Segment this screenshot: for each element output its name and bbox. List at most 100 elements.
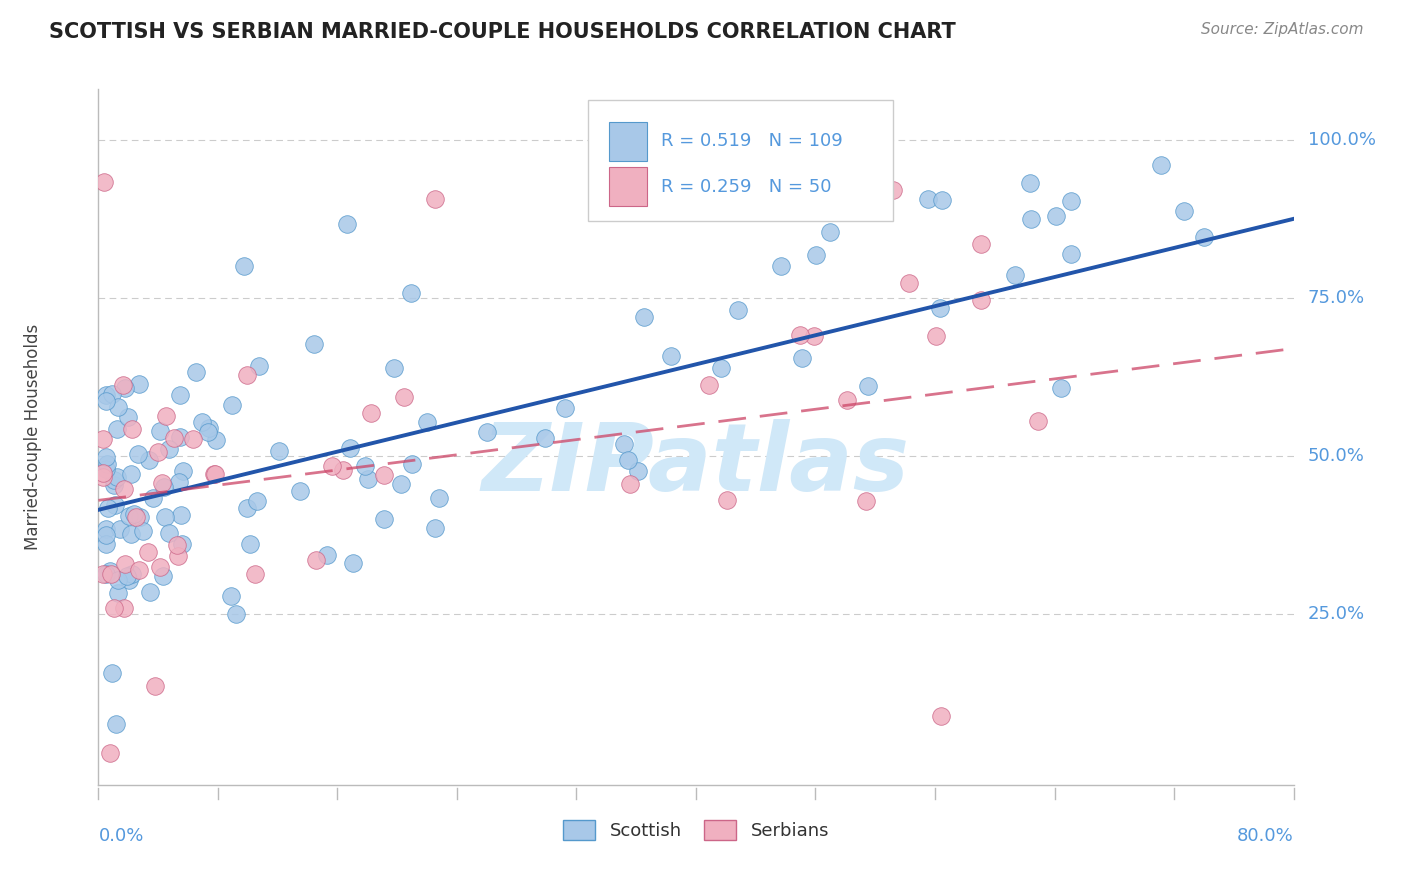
Point [139,584,162,599]
Text: 100.0%: 100.0% [1308,131,1376,149]
Point [96,457,118,471]
Point [336,218,359,232]
Point [107,586,129,600]
Point [105,422,128,436]
Point [401,286,423,301]
Point [202,467,225,481]
Text: R = 0.519   N = 109: R = 0.519 N = 109 [661,132,844,151]
Text: 50.0%: 50.0% [1308,447,1365,465]
Point [167,475,190,489]
Point [97,501,120,516]
Point [107,400,129,414]
Point [616,453,638,467]
Point [1004,268,1026,282]
Text: 25.0%: 25.0% [1308,605,1365,624]
Point [970,236,993,251]
Point [882,183,904,197]
Point [167,549,190,563]
Point [354,459,377,474]
Point [153,480,176,494]
Point [152,568,174,582]
Point [131,524,153,538]
Point [1149,158,1171,172]
Point [136,545,159,559]
Point [94,527,117,541]
Point [120,467,142,481]
Point [416,415,439,429]
Point [613,436,636,450]
Point [290,483,312,498]
Point [108,522,131,536]
Point [1060,247,1083,261]
Point [98,564,121,578]
Point [392,390,415,404]
Point [91,469,114,483]
Point [236,368,259,383]
Point [1173,203,1195,218]
Point [835,392,858,407]
Point [103,601,125,615]
Point [118,573,141,587]
Point [142,491,165,505]
Point [806,248,828,262]
Point [931,193,953,207]
Point [427,491,450,506]
Point [389,476,412,491]
Point [91,466,114,480]
Point [138,453,160,467]
Point [1045,209,1067,223]
Point [190,415,212,429]
Point [181,432,204,446]
Text: R = 0.259   N = 50: R = 0.259 N = 50 [661,178,832,195]
Point [360,406,382,420]
Point [475,425,498,439]
Point [172,465,194,479]
Point [855,494,877,508]
Point [627,464,650,478]
Point [929,301,952,315]
Point [143,679,166,693]
Point [856,379,879,393]
Point [716,492,738,507]
Point [155,409,177,423]
Point [969,293,991,307]
Point [103,473,125,487]
Point [659,349,682,363]
Point [172,536,194,550]
Point [98,747,121,761]
Point [94,522,117,536]
Point [166,539,188,553]
Point [148,445,170,459]
Point [105,716,128,731]
Point [305,552,328,566]
Point [769,260,792,274]
Point [169,387,191,401]
Point [818,225,841,239]
Point [94,566,117,581]
Point [117,409,139,424]
Point [633,310,655,324]
Text: 0.0%: 0.0% [98,827,143,845]
Point [232,259,254,273]
Text: Source: ZipAtlas.com: Source: ZipAtlas.com [1201,22,1364,37]
Legend: Scottish, Serbians: Scottish, Serbians [557,814,835,846]
Point [342,557,364,571]
Point [103,478,125,492]
Point [121,567,143,582]
FancyBboxPatch shape [589,100,893,221]
Point [127,447,149,461]
Point [533,431,555,445]
Point [91,432,114,446]
Point [302,336,325,351]
Point [114,558,136,572]
Point [169,429,191,443]
Point [197,420,219,434]
FancyBboxPatch shape [609,122,647,161]
Point [197,425,219,440]
Point [332,462,354,476]
Point [129,510,152,524]
Point [357,472,380,486]
Point [152,475,174,490]
Text: 75.0%: 75.0% [1308,289,1365,307]
Point [112,482,135,496]
